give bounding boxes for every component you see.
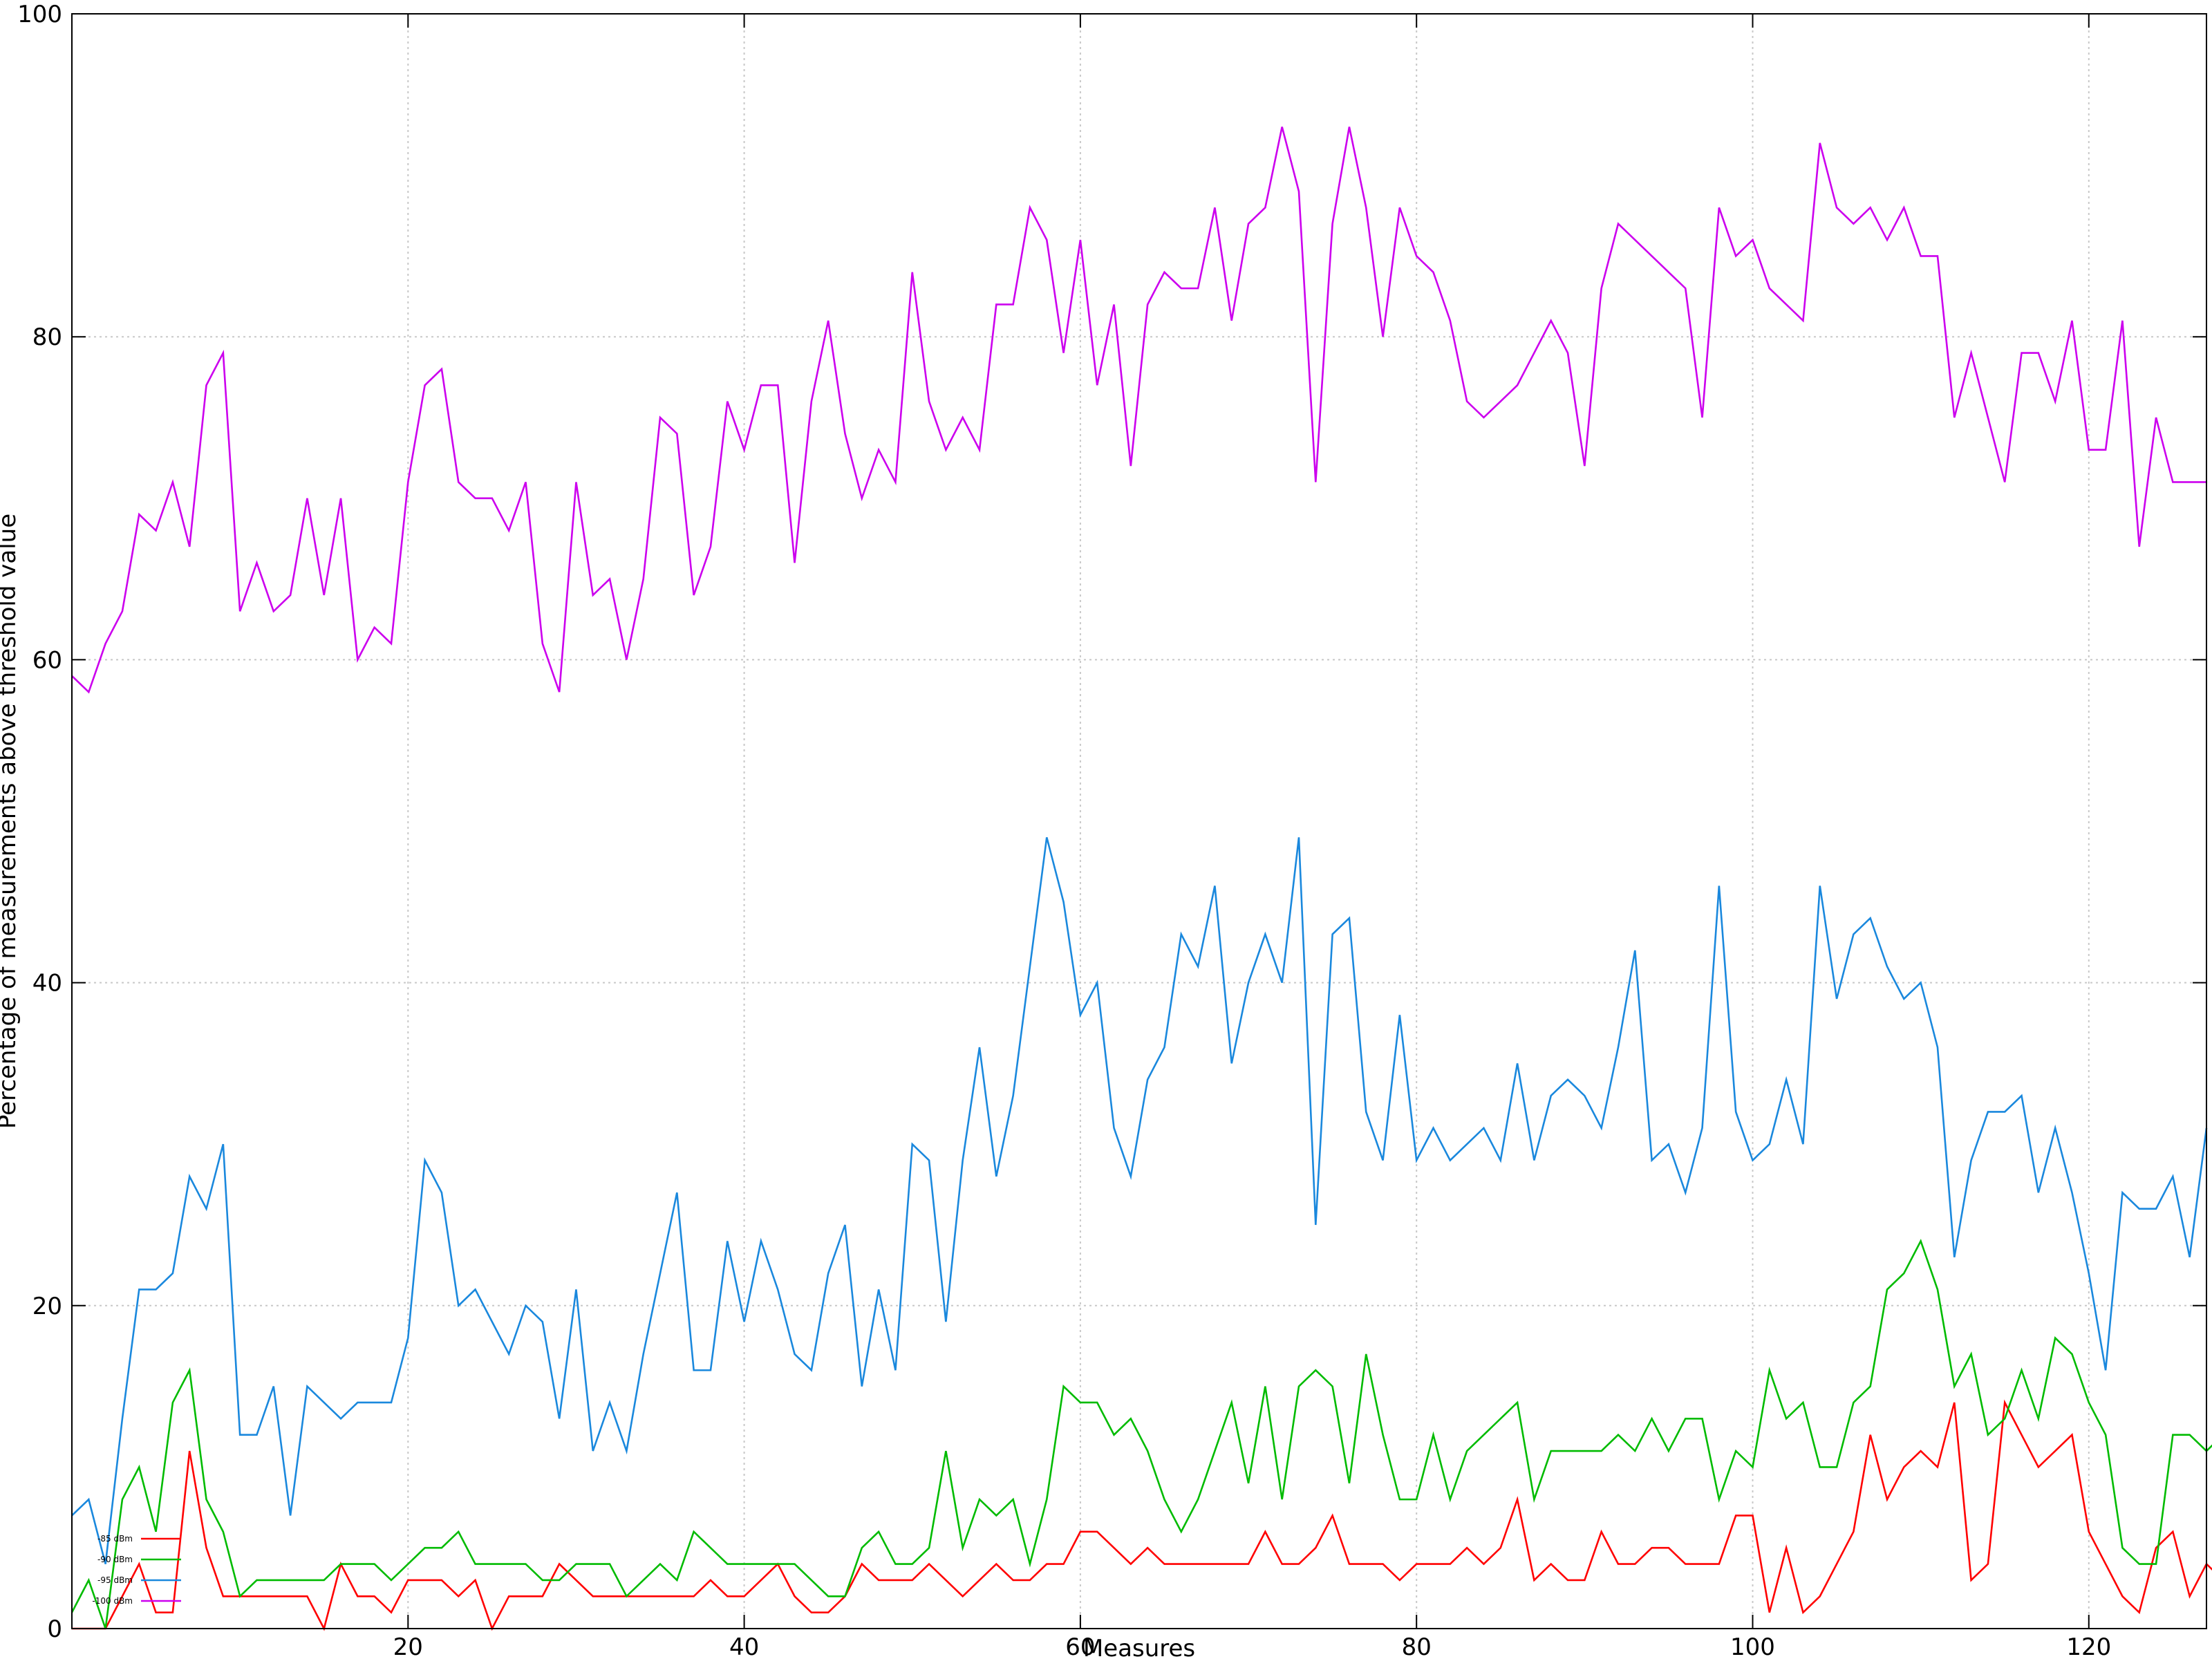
legend: -85 dBm -90 dBm -95 dBm -100 dBm xyxy=(92,1534,181,1606)
axis-ticks: 20 40 60 80 100 120 0 20 40 60 80 100 xyxy=(17,1,2206,1659)
y-tick-label: 0 xyxy=(47,1615,62,1643)
series-line-1 xyxy=(72,1399,2212,1631)
x-tick-label: 100 xyxy=(1730,1633,1775,1659)
y-tick-label: 80 xyxy=(32,324,62,351)
legend-label: -95 dBm xyxy=(97,1575,133,1585)
y-tick-label: 100 xyxy=(17,1,62,28)
legend-label: -90 dBm xyxy=(97,1555,133,1564)
series-lines xyxy=(71,126,2212,1631)
x-tick-label: 60 xyxy=(1065,1633,1095,1659)
x-axis-label: Measures xyxy=(1083,1635,1195,1659)
x-tick-label: 120 xyxy=(2066,1633,2111,1659)
series-line-2 xyxy=(71,1239,2212,1629)
series-line-4 xyxy=(71,126,2206,694)
legend-label: -100 dBm xyxy=(92,1596,133,1606)
x-tick-label: 20 xyxy=(393,1633,423,1659)
x-tick-label: 80 xyxy=(1402,1633,1432,1659)
y-tick-label: 40 xyxy=(32,970,62,997)
plot-frame xyxy=(71,13,2207,1629)
x-tick-label: 40 xyxy=(729,1633,759,1659)
y-tick-label: 20 xyxy=(32,1293,62,1320)
y-tick-label: 60 xyxy=(32,646,62,674)
grid-lines xyxy=(72,14,2206,1629)
legend-label: -85 dBm xyxy=(97,1534,133,1544)
y-axis-label: Percentage of measurements above thresho… xyxy=(0,514,21,1129)
series-line-3 xyxy=(71,837,2208,1564)
